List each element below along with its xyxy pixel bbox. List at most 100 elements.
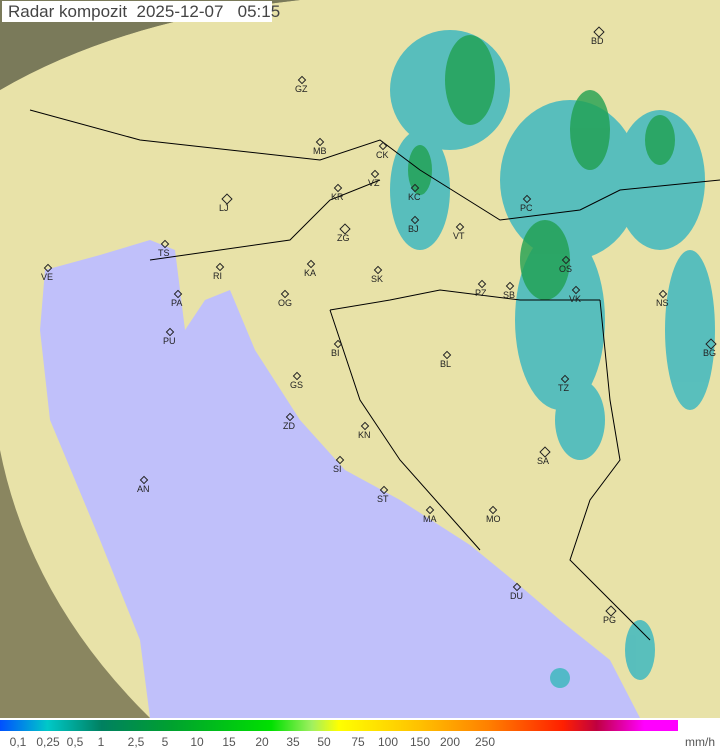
scale-tick-label: 5 xyxy=(161,735,169,749)
scale-tick-label: 35 xyxy=(286,735,300,749)
city-label: ZD xyxy=(283,421,295,431)
scale-tick-label: 0,1 xyxy=(9,735,27,749)
city-label: MO xyxy=(486,514,501,524)
scale-tick-label: 2,5 xyxy=(127,735,145,749)
city-marker: KC xyxy=(408,182,421,202)
city-label: ST xyxy=(377,494,389,504)
city-marker: GS xyxy=(290,370,303,390)
map-title: Radar kompozit 2025-12-07 05:15 xyxy=(2,1,280,22)
city-label: VK xyxy=(569,294,582,304)
city-marker: BI xyxy=(331,338,344,358)
city-marker: VT xyxy=(453,221,466,241)
city-label: SI xyxy=(333,464,342,474)
city-marker: KR xyxy=(331,182,344,202)
city-label: KN xyxy=(358,430,371,440)
city-label: BL xyxy=(440,359,452,369)
city-marker: PU xyxy=(163,326,176,346)
city-marker: PG xyxy=(603,605,618,625)
city-marker: OG xyxy=(278,288,292,308)
city-marker: MB xyxy=(313,136,327,156)
city-marker: ZD xyxy=(283,411,296,431)
color-scale-bar xyxy=(0,720,678,731)
city-label: GS xyxy=(290,380,304,390)
city-marker: RI xyxy=(213,261,226,281)
scale-tick-label: 0,25 xyxy=(36,735,60,749)
city-label: DU xyxy=(510,591,523,601)
city-label: GZ xyxy=(295,84,308,94)
city-marker: KN xyxy=(358,420,371,440)
city-marker: GZ xyxy=(295,74,308,94)
city-label: OS xyxy=(559,264,573,274)
city-marker: PA xyxy=(171,288,184,308)
scale-tick-label: 200 xyxy=(439,735,461,749)
city-label: SB xyxy=(503,290,516,300)
city-marker: NS xyxy=(656,288,669,308)
city-label: PA xyxy=(171,298,183,308)
city-marker: MA xyxy=(423,504,437,524)
scale-tick-label: 50 xyxy=(317,735,331,749)
city-marker: BD xyxy=(591,26,606,46)
city-marker: SA xyxy=(537,446,552,466)
city-marker: TZ xyxy=(558,373,571,393)
city-label: BI xyxy=(331,348,340,358)
city-label: TZ xyxy=(558,383,569,393)
city-marker: ZG xyxy=(337,223,352,243)
scale-tick-label: 15 xyxy=(222,735,236,749)
city-label: AN xyxy=(137,484,150,494)
city-label: PC xyxy=(520,203,533,213)
city-label: BD xyxy=(591,36,604,46)
city-marker: KA xyxy=(304,258,317,278)
city-label: KR xyxy=(331,192,344,202)
city-label: NS xyxy=(656,298,669,308)
scale-tick-label: 1 xyxy=(97,735,105,749)
city-marker: DU xyxy=(510,581,523,601)
scale-tick-label: 0,5 xyxy=(66,735,84,749)
city-marker: MO xyxy=(486,504,501,524)
scale-tick-label: 10 xyxy=(190,735,204,749)
sea-area xyxy=(40,240,640,718)
city-marker: TS xyxy=(158,238,171,258)
city-marker: SI xyxy=(333,454,346,474)
city-marker: OS xyxy=(559,254,572,274)
radar-map xyxy=(0,0,720,718)
city-label: RI xyxy=(213,271,222,281)
color-scale-ticks: 0,1 0,25 0,5 1 2,5 5 10 15 20 35 50 75 100 150 200 250 m… xyxy=(0,735,720,751)
scale-tick-label: 20 xyxy=(255,735,269,749)
city-marker: ST xyxy=(377,484,390,504)
city-label: VZ xyxy=(368,178,380,188)
city-label: MB xyxy=(313,146,327,156)
city-label: CK xyxy=(376,150,389,160)
city-label: BG xyxy=(703,348,717,358)
scale-unit: mm/h xyxy=(685,735,715,749)
scale-tick-label: 250 xyxy=(474,735,496,749)
city-label: TS xyxy=(158,248,170,258)
city-label: ZG xyxy=(337,233,350,243)
city-marker: CK xyxy=(376,140,389,160)
city-marker: BG xyxy=(703,338,718,358)
city-label: KC xyxy=(408,192,421,202)
city-marker: PC xyxy=(520,193,533,213)
city-label: LJ xyxy=(219,203,229,213)
scale-tick-label: 100 xyxy=(377,735,399,749)
city-marker: LJ xyxy=(219,193,234,213)
city-marker: SB xyxy=(503,280,516,300)
city-marker: PZ xyxy=(475,278,488,298)
city-marker: VE xyxy=(41,262,54,282)
city-label: PG xyxy=(603,615,617,625)
city-label: SK xyxy=(371,274,384,284)
city-label: KA xyxy=(304,268,317,278)
city-label: VT xyxy=(453,231,465,241)
city-marker: SK xyxy=(371,264,384,284)
city-marker: BJ xyxy=(408,214,421,234)
city-label: PU xyxy=(163,336,176,346)
scale-tick-label: 75 xyxy=(351,735,365,749)
city-marker: BL xyxy=(440,349,453,369)
city-label: OG xyxy=(278,298,293,308)
city-marker: AN xyxy=(137,474,150,494)
city-label: VE xyxy=(41,272,54,282)
scale-tick-label: 150 xyxy=(409,735,431,749)
city-label: BJ xyxy=(408,224,419,234)
city-marker: VK xyxy=(569,284,582,304)
city-marker: VZ xyxy=(368,168,381,188)
city-label: PZ xyxy=(475,288,487,298)
